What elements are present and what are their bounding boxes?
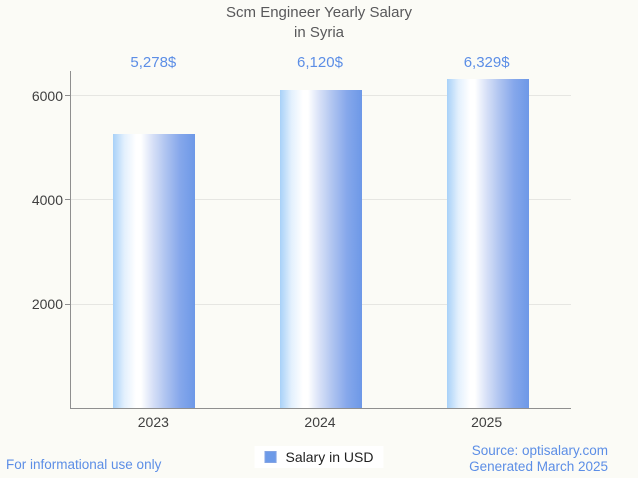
y-axis-tick bbox=[65, 199, 71, 201]
y-axis-tick bbox=[65, 303, 71, 305]
bar-2024[interactable] bbox=[280, 89, 362, 408]
legend-swatch-icon bbox=[264, 451, 277, 463]
legend: Salary in USD bbox=[254, 446, 384, 468]
x-axis-label: 2023 bbox=[137, 414, 169, 430]
source-text: Source: optisalary.com Generated March 2… bbox=[469, 443, 608, 475]
generated-line: Generated March 2025 bbox=[469, 459, 608, 474]
bar-value-label: 5,278$ bbox=[130, 54, 177, 71]
bar-value-label: 6,120$ bbox=[297, 54, 343, 71]
chart-title: Scm Engineer Yearly Salary in Syria bbox=[0, 3, 638, 43]
chart-title-line2: in Syria bbox=[293, 24, 345, 41]
bar-2023[interactable] bbox=[113, 133, 196, 408]
y-axis-label: 4000 bbox=[31, 191, 63, 208]
bar-value-label: 6,329$ bbox=[463, 54, 510, 71]
x-axis-label: 2025 bbox=[471, 414, 503, 430]
y-axis-label: 6000 bbox=[31, 87, 63, 104]
x-axis-label: 2024 bbox=[304, 414, 336, 430]
y-axis-tick bbox=[65, 95, 71, 97]
disclaimer-text: For informational use only bbox=[6, 457, 162, 472]
bar-2025[interactable] bbox=[446, 78, 529, 408]
source-line: Source: optisalary.com bbox=[471, 443, 608, 458]
y-axis-label: 2000 bbox=[31, 296, 63, 312]
legend-label: Salary in USD bbox=[285, 449, 374, 465]
chart-title-line1: Scm Engineer Yearly Salary bbox=[226, 4, 412, 21]
plot-area: 2000 4000 6000 bbox=[32, 71, 571, 409]
